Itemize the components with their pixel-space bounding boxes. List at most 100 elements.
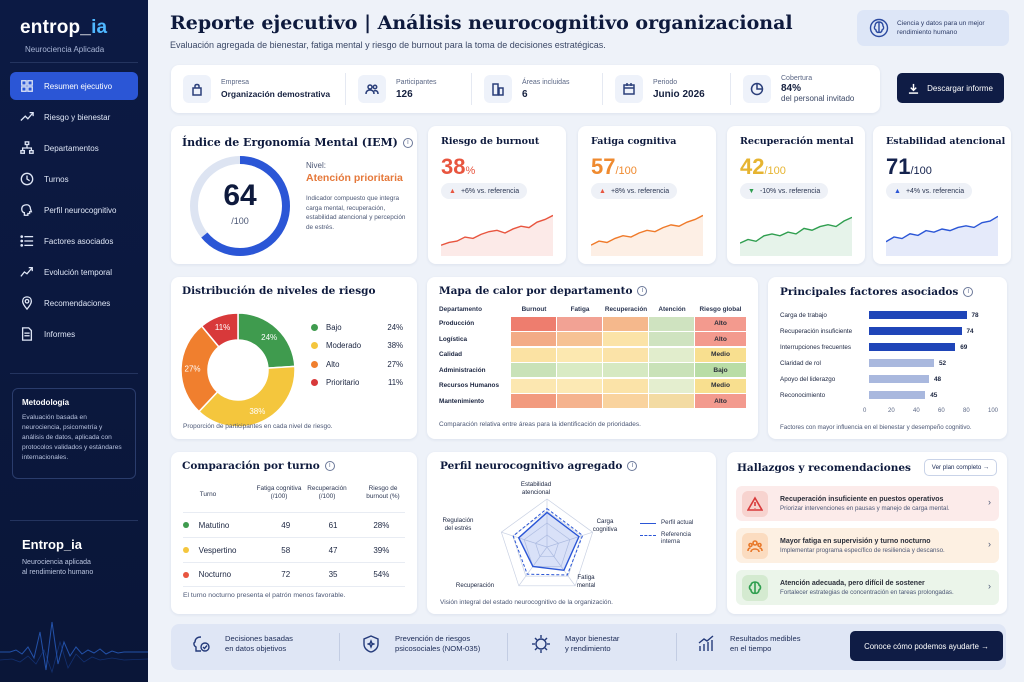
sidebar-item-departamentos[interactable]: Departamentos [10, 134, 138, 162]
donut-slice-label: 11% [215, 323, 230, 332]
info-icon[interactable]: i [637, 286, 648, 296]
heatmap-cell [603, 394, 648, 409]
heatmap-row: Mantenimiento Alto [438, 394, 746, 410]
radar-actual [517, 511, 580, 572]
radar-title: Perfil neurocognitivo agregado i [440, 460, 638, 472]
info-icon[interactable]: i [402, 138, 413, 148]
finding-item[interactable]: Recuperación insuficiente en puestos ope… [736, 486, 999, 521]
view-full-plan-button[interactable]: Ver plan completo → [924, 459, 997, 476]
heatmap-global-badge: Medio [695, 347, 746, 362]
factor-label: Claridad de rol [780, 359, 821, 367]
kpi-title: Recuperación mental [740, 136, 854, 147]
kpi-title: Estabilidad atencional [886, 136, 1006, 147]
sidebar-item-label: Perfil neurocognitivo [44, 205, 117, 215]
heatmap-cell [603, 316, 648, 331]
factor-row: Recuperación insuficiente 74 [780, 325, 974, 337]
iem-value: 64 [223, 179, 257, 212]
pie-chart-icon [743, 75, 771, 103]
heatmap-cell [557, 347, 602, 362]
heatmap-cell [511, 316, 556, 331]
sidebar-item-turnos[interactable]: Turnos [10, 165, 138, 193]
shift-color-dot [183, 547, 189, 553]
factor-bar [869, 327, 962, 335]
legend-swatch [311, 323, 318, 331]
heatmap-header: Departamento Burnout Fatiga Recuperación… [439, 306, 742, 313]
shift-row: Vespertino 58 47 39% [183, 537, 405, 562]
heatmap-cell [649, 394, 694, 409]
factor-label: Apoyo del liderazgo [780, 375, 836, 383]
sidebar-item-evolucion[interactable]: Evolución temporal [10, 258, 138, 286]
warning-icon [742, 490, 768, 517]
factor-bar [869, 391, 926, 399]
radar-spoke [546, 546, 576, 587]
methodology-title: Metodología [22, 398, 70, 407]
heatmap-cell [649, 363, 694, 378]
info-participantes: Participantes 126 [346, 73, 472, 105]
document-icon [19, 326, 35, 342]
factor-label: Interrupciones frecuentes [780, 343, 852, 351]
kpi-delta-badge: ▲ +6% vs. referencia [441, 183, 528, 199]
shift-col-header: Recuperación (/100) [307, 485, 347, 500]
heatmap-cell [511, 332, 556, 347]
donut-slice-label: 27% [185, 365, 201, 374]
shift-title: Comparación por turno i [182, 460, 335, 472]
radar-spoke [546, 531, 593, 548]
heatmap-cell [649, 316, 694, 331]
info-icon[interactable]: i [627, 461, 638, 471]
factor-value: 52 [939, 359, 947, 367]
contact-cta-button[interactable]: Conoce cómo podemos ayudarte → [850, 631, 1003, 661]
brain-icon [742, 574, 768, 601]
radar-reference [512, 507, 584, 576]
download-icon [909, 83, 919, 94]
info-icon[interactable]: i [324, 461, 335, 471]
heatmap-cell [603, 378, 648, 393]
factor-value: 74 [966, 327, 974, 335]
methodology-text: Evaluación basada en neurociencia, psico… [22, 414, 122, 461]
benefit-divider [339, 633, 340, 661]
factor-value: 78 [971, 311, 979, 319]
info-icon[interactable]: i [963, 287, 974, 297]
finding-item[interactable]: Mayor fatiga en supervisión y turno noct… [736, 528, 999, 563]
heatmap-global-badge: Alto [695, 394, 746, 409]
kpi-sparkline [591, 214, 703, 256]
factor-bar [869, 375, 929, 383]
arrow-up-icon: ▲ [449, 187, 456, 195]
sidebar-divider [10, 62, 138, 63]
factor-axis-tick: 40 [913, 408, 920, 414]
benefit-item: Decisiones basadas en datos objetivos [191, 634, 293, 654]
heatmap-row: Calidad Medio [438, 347, 746, 363]
heatmap-global-badge: Bajo [695, 363, 746, 378]
kpi-value: 42/100 [740, 154, 786, 179]
clock-icon [19, 171, 35, 187]
sidebar: entrop_ia Neurociencia Aplicada Resumen … [0, 0, 148, 682]
sparkline-line [740, 216, 852, 244]
sparkline-line [591, 214, 703, 246]
brainwave-decoration [0, 621, 148, 674]
shift-color-dot [183, 571, 189, 578]
sidebar-item-recomendaciones[interactable]: Recomendaciones [10, 289, 138, 317]
heatmap-cell [649, 378, 694, 393]
legend-item: Perfil actual [640, 519, 693, 526]
sidebar-item-informes[interactable]: Informes [10, 320, 138, 348]
kpi-card-estabilidad: Estabilidad atencional 71/100 ▲ +4% vs. r… [873, 126, 1011, 264]
sidebar-item-resumen[interactable]: Resumen ejecutivo [10, 72, 138, 100]
sidebar-item-perfil[interactable]: Perfil neurocognitivo [10, 196, 138, 224]
heatmap-row: Logística Alto [438, 332, 746, 348]
sidebar-item-factores[interactable]: Factores asociados [10, 227, 138, 255]
factor-label: Recuperación insuficiente [780, 327, 853, 335]
brand-logo[interactable]: entrop_ia Neurociencia Aplicada [20, 17, 107, 54]
brain-check-icon [193, 636, 210, 652]
download-report-button[interactable]: Descargar informe [897, 73, 1004, 103]
shift-row: Nocturno 72 35 54% [183, 562, 405, 587]
brand-subtitle: Neurociencia Aplicada [25, 45, 105, 54]
methodology-box: Metodología Evaluación basada en neuroci… [12, 388, 136, 479]
benefit-divider [507, 633, 508, 661]
risk-distribution-note: Proporción de participantes en cada nive… [183, 423, 333, 430]
legend-item: Alto 27% [311, 355, 403, 374]
finding-item[interactable]: Atención adecuada, pero difícil de soste… [736, 570, 999, 605]
heatmap-note: Comparación relativa entre áreas para la… [439, 421, 641, 428]
heatmap-dept-label: Calidad [439, 351, 463, 359]
heatmap-cell [557, 363, 602, 378]
legend-item: Bajo 24% [311, 318, 403, 337]
sidebar-item-riesgo[interactable]: Riesgo y bienestar [10, 103, 138, 131]
